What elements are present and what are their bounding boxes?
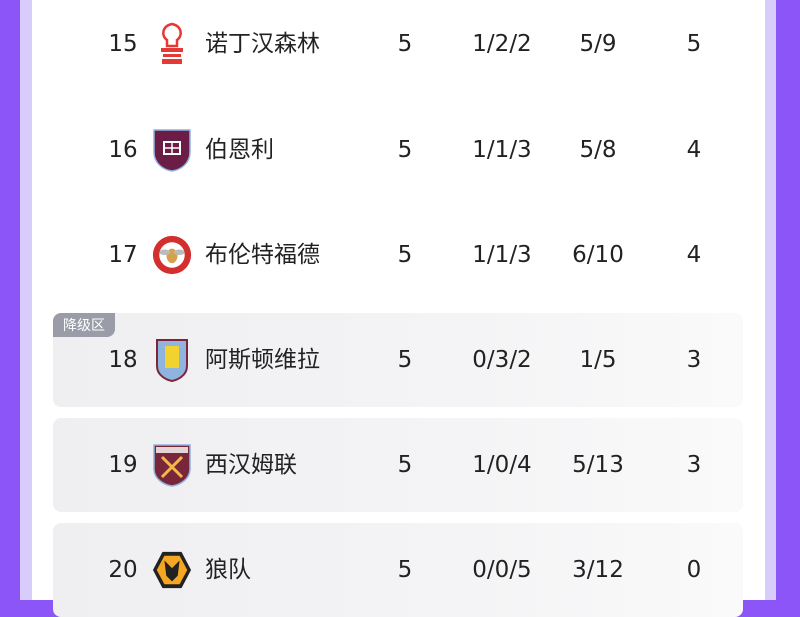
left-border: [20, 0, 32, 600]
team-name[interactable]: 伯恩利: [205, 137, 274, 163]
rank: 19: [108, 452, 138, 478]
table-row[interactable]: 20 狼队 5 0/0/5 3/12 0: [53, 523, 743, 617]
nottingham-forest-crest-icon: [152, 22, 192, 66]
west-ham-crest-icon: [152, 443, 192, 487]
points: 3: [686, 452, 702, 478]
goals-for-against: 1/5: [579, 347, 617, 373]
win-draw-loss: 0/0/5: [472, 557, 532, 583]
left-frame: [0, 0, 20, 600]
points: 3: [686, 347, 702, 373]
standings-table: 15 诺丁汉森林 5 1/2/2 5/9 5 16 伯恩利 5 1/1/3 5/…: [32, 0, 765, 617]
played: 5: [397, 31, 413, 57]
win-draw-loss: 1/1/3: [472, 242, 532, 268]
goals-for-against: 5/13: [572, 452, 624, 478]
goals-for-against: 5/8: [579, 137, 617, 163]
goals-for-against: 3/12: [572, 557, 624, 583]
table-row[interactable]: 19 西汉姆联 5 1/0/4 5/13 3: [53, 418, 743, 512]
rank: 17: [108, 242, 138, 268]
played: 5: [397, 347, 413, 373]
rank: 20: [108, 557, 138, 583]
points: 5: [686, 31, 702, 57]
table-row[interactable]: 17 布伦特福德 5 1/1/3 6/10 4: [53, 208, 743, 302]
goals-for-against: 5/9: [579, 31, 617, 57]
win-draw-loss: 0/3/2: [472, 347, 532, 373]
win-draw-loss: 1/1/3: [472, 137, 532, 163]
team-name[interactable]: 布伦特福德: [205, 242, 320, 268]
played: 5: [397, 242, 413, 268]
table-row[interactable]: 15 诺丁汉森林 5 1/2/2 5/9 5: [53, 0, 743, 91]
rank: 18: [108, 347, 138, 373]
win-draw-loss: 1/0/4: [472, 452, 532, 478]
right-border: [765, 0, 776, 600]
burnley-crest-icon: [152, 128, 192, 172]
brentford-crest-icon: [152, 233, 192, 277]
goals-for-against: 6/10: [572, 242, 624, 268]
rank: 16: [108, 137, 138, 163]
right-frame: [776, 0, 800, 600]
relegation-zone-badge: 降级区: [53, 313, 115, 337]
win-draw-loss: 1/2/2: [472, 31, 532, 57]
team-name[interactable]: 阿斯顿维拉: [205, 347, 320, 373]
played: 5: [397, 557, 413, 583]
table-row[interactable]: 16 伯恩利 5 1/1/3 5/8 4: [53, 103, 743, 197]
wolves-crest-icon: [152, 548, 192, 592]
table-row[interactable]: 降级区 18 阿斯顿维拉 5 0/3/2 1/5 3: [53, 313, 743, 407]
aston-villa-crest-icon: [152, 338, 192, 382]
team-name[interactable]: 狼队: [205, 557, 251, 583]
played: 5: [397, 452, 413, 478]
points: 4: [686, 137, 702, 163]
rank: 15: [108, 31, 138, 57]
points: 0: [686, 557, 702, 583]
points: 4: [686, 242, 702, 268]
team-name[interactable]: 西汉姆联: [205, 452, 297, 478]
team-name[interactable]: 诺丁汉森林: [205, 31, 320, 57]
played: 5: [397, 137, 413, 163]
